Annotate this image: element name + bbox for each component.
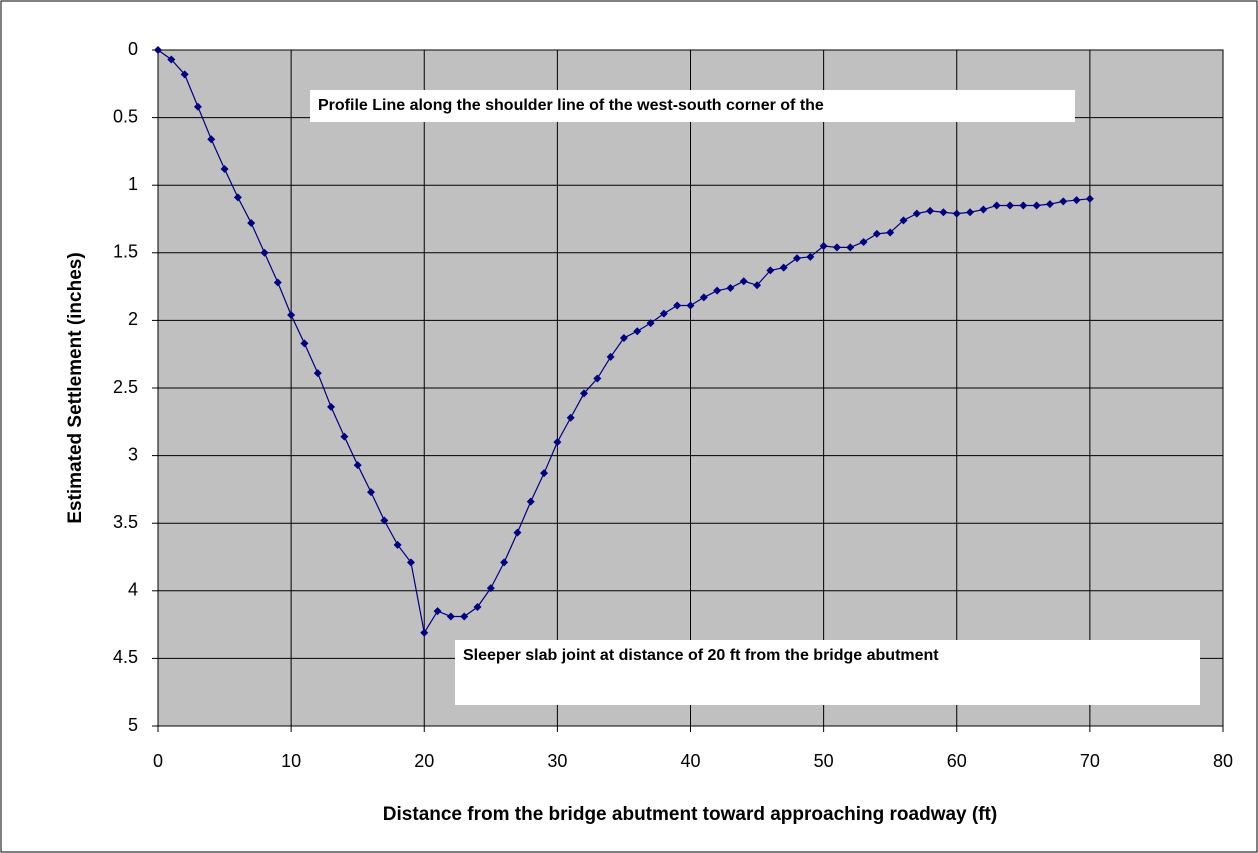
marker bbox=[659, 309, 668, 318]
x-tick-label: 80 bbox=[1213, 751, 1233, 771]
marker bbox=[446, 612, 455, 621]
marker bbox=[193, 102, 202, 111]
marker bbox=[380, 516, 389, 525]
marker bbox=[313, 369, 322, 378]
marker bbox=[859, 237, 868, 246]
marker bbox=[526, 497, 535, 506]
x-tick-label: 50 bbox=[814, 751, 834, 771]
marker bbox=[1072, 196, 1081, 205]
marker bbox=[846, 243, 855, 252]
marker bbox=[872, 229, 881, 238]
y-tick-label: 4.5 bbox=[113, 647, 138, 667]
marker bbox=[806, 252, 815, 261]
marker bbox=[819, 242, 828, 251]
marker bbox=[340, 432, 349, 441]
marker bbox=[566, 413, 575, 422]
y-tick-label: 3.5 bbox=[113, 512, 138, 532]
marker bbox=[593, 374, 602, 383]
marker bbox=[420, 628, 429, 637]
marker bbox=[926, 206, 935, 215]
marker bbox=[513, 528, 522, 537]
marker bbox=[673, 301, 682, 310]
marker bbox=[793, 254, 801, 263]
y-tick-label: 4 bbox=[128, 580, 138, 600]
marker bbox=[327, 402, 336, 411]
marker bbox=[886, 228, 895, 237]
marker bbox=[433, 607, 442, 616]
marker bbox=[766, 266, 775, 275]
y-axis-label: Estimated Settlement (inches) bbox=[65, 252, 86, 523]
marker bbox=[1006, 201, 1014, 210]
marker bbox=[220, 164, 229, 173]
marker bbox=[260, 248, 269, 257]
annotation: Sleeper slab joint at distance of 20 ft … bbox=[463, 647, 939, 664]
x-tick-label: 10 bbox=[281, 751, 301, 771]
y-tick-label: 1.5 bbox=[113, 242, 138, 262]
marker bbox=[580, 389, 588, 398]
x-tick-label: 30 bbox=[547, 751, 567, 771]
marker bbox=[952, 209, 961, 218]
marker bbox=[460, 612, 469, 621]
marker bbox=[233, 193, 242, 202]
marker bbox=[912, 209, 921, 218]
marker bbox=[207, 135, 216, 144]
marker bbox=[1085, 194, 1094, 203]
marker bbox=[353, 461, 362, 470]
y-tick-label: 0.5 bbox=[113, 106, 138, 126]
marker bbox=[699, 293, 708, 302]
plot-border bbox=[157, 49, 1224, 727]
marker bbox=[979, 205, 988, 214]
annotation: Profile Line along the shoulder line of … bbox=[318, 97, 824, 114]
marker bbox=[832, 243, 841, 252]
marker bbox=[1032, 201, 1041, 210]
marker bbox=[606, 352, 615, 361]
y-tick-label: 0 bbox=[128, 39, 138, 59]
marker bbox=[992, 201, 1001, 210]
marker bbox=[633, 327, 642, 336]
marker bbox=[646, 319, 655, 328]
x-axis-label: Distance from the bridge abutment toward… bbox=[383, 804, 997, 825]
x-tick-label: 40 bbox=[680, 751, 700, 771]
marker bbox=[779, 263, 788, 272]
y-tick-label: 2.5 bbox=[113, 377, 138, 397]
marker bbox=[739, 277, 748, 286]
marker bbox=[154, 46, 162, 54]
marker bbox=[486, 584, 495, 593]
marker bbox=[966, 208, 975, 217]
marker bbox=[899, 216, 908, 225]
marker bbox=[180, 70, 189, 79]
x-tick-label: 0 bbox=[153, 751, 163, 771]
marker bbox=[553, 438, 562, 447]
x-tick-label: 70 bbox=[1080, 751, 1100, 771]
annotation-box bbox=[310, 90, 1075, 122]
y-tick-label: 3 bbox=[128, 444, 138, 464]
y-tick-label: 2 bbox=[128, 309, 138, 329]
marker bbox=[540, 469, 549, 478]
marker bbox=[247, 219, 256, 228]
marker bbox=[300, 339, 309, 348]
marker bbox=[713, 286, 722, 295]
marker bbox=[367, 488, 375, 497]
marker bbox=[473, 603, 482, 612]
marker bbox=[619, 333, 628, 342]
marker bbox=[1045, 200, 1054, 209]
x-tick-label: 60 bbox=[947, 751, 967, 771]
marker bbox=[287, 310, 296, 319]
marker bbox=[500, 558, 509, 567]
marker bbox=[939, 208, 948, 217]
marker bbox=[393, 540, 402, 549]
marker bbox=[686, 301, 695, 310]
marker bbox=[273, 278, 282, 287]
marker bbox=[1059, 197, 1068, 206]
marker bbox=[167, 55, 176, 64]
x-tick-label: 20 bbox=[414, 751, 434, 771]
y-tick-label: 5 bbox=[128, 715, 138, 735]
marker bbox=[1019, 201, 1028, 210]
marker bbox=[753, 281, 762, 290]
marker bbox=[406, 558, 415, 567]
annotation-box bbox=[455, 640, 1200, 705]
y-tick-label: 1 bbox=[128, 174, 138, 194]
marker bbox=[726, 283, 735, 292]
